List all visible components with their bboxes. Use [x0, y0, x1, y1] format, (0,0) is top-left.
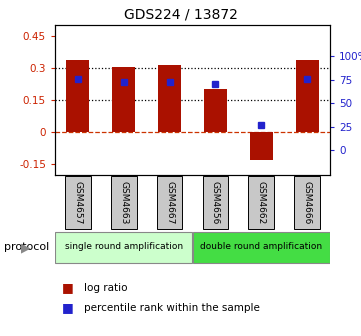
- Text: single round amplification: single round amplification: [65, 242, 183, 251]
- Bar: [248, 175, 274, 229]
- Text: ▶: ▶: [21, 241, 31, 254]
- Text: GDS224 / 13872: GDS224 / 13872: [123, 8, 238, 22]
- Text: ■: ■: [62, 282, 74, 294]
- Text: ■: ■: [62, 301, 74, 314]
- Bar: [296, 60, 318, 132]
- Text: GSM4663: GSM4663: [119, 181, 128, 224]
- Bar: [203, 175, 228, 229]
- Bar: [294, 175, 320, 229]
- Text: GSM4667: GSM4667: [165, 181, 174, 224]
- Bar: [56, 232, 192, 263]
- Text: percentile rank within the sample: percentile rank within the sample: [84, 303, 260, 313]
- Bar: [65, 175, 91, 229]
- Text: GSM4666: GSM4666: [303, 181, 312, 224]
- Bar: [157, 175, 182, 229]
- Text: GSM4657: GSM4657: [73, 181, 82, 224]
- Bar: [112, 67, 135, 132]
- Text: log ratio: log ratio: [84, 283, 127, 293]
- Text: GSM4656: GSM4656: [211, 181, 220, 224]
- Bar: [111, 175, 136, 229]
- Text: protocol: protocol: [4, 243, 49, 252]
- Text: double round amplification: double round amplification: [200, 242, 322, 251]
- Bar: [66, 60, 90, 132]
- Bar: [158, 65, 181, 132]
- Bar: [193, 232, 330, 263]
- Text: GSM4662: GSM4662: [257, 181, 266, 224]
- Bar: [250, 132, 273, 160]
- Bar: [204, 89, 227, 132]
